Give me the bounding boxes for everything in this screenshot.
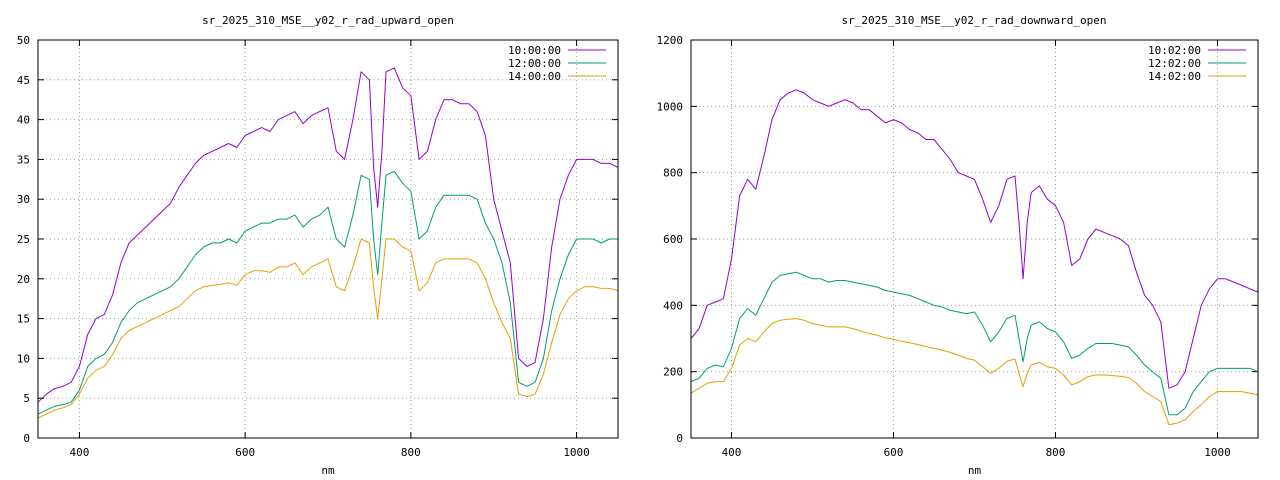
- plot-frame: [690, 39, 1259, 439]
- chart-downward: sr_2025_310_MSE__y02_r_rad_downward_open…: [657, 14, 1259, 477]
- chart-title: sr_2025_310_MSE__y02_r_rad_upward_open: [202, 14, 454, 27]
- x-tick-label: 1000: [563, 446, 590, 459]
- y-tick-label: 0: [676, 432, 683, 445]
- x-tick-label: 800: [401, 446, 421, 459]
- y-tick-label: 1200: [657, 34, 684, 47]
- y-tick-label: 20: [17, 273, 30, 286]
- legend-label: 14:02:00: [1148, 70, 1201, 83]
- x-tick-label: 400: [69, 446, 89, 459]
- x-tick-label: 600: [884, 446, 904, 459]
- legend-label: 12:02:00: [1148, 57, 1201, 70]
- series-line-1: [37, 67, 619, 403]
- x-axis-label: nm: [968, 464, 982, 477]
- legend-label: 12:00:00: [508, 57, 561, 70]
- y-tick-label: 800: [663, 167, 683, 180]
- plot-frame: [37, 39, 619, 439]
- y-tick-label: 600: [663, 233, 683, 246]
- series-line-3: [690, 318, 1259, 426]
- y-tick-label: 200: [663, 366, 683, 379]
- y-tick-label: 0: [23, 432, 30, 445]
- y-tick-label: 25: [17, 233, 30, 246]
- series-line-1: [690, 89, 1259, 389]
- x-tick-label: 400: [722, 446, 742, 459]
- x-tick-label: 600: [235, 446, 255, 459]
- series-line-2: [37, 170, 618, 415]
- y-tick-label: 10: [17, 352, 30, 365]
- x-axis-label: nm: [321, 464, 335, 477]
- y-tick-label: 45: [17, 74, 30, 87]
- y-tick-label: 50: [17, 34, 30, 47]
- x-tick-label: 800: [1046, 446, 1066, 459]
- legend-label: 10:02:00: [1148, 44, 1201, 57]
- series-line-2: [690, 271, 1259, 416]
- y-tick-label: 40: [17, 114, 30, 127]
- y-tick-label: 35: [17, 153, 30, 166]
- chart-title: sr_2025_310_MSE__y02_r_rad_downward_open: [842, 14, 1107, 27]
- chart-upward: sr_2025_310_MSE__y02_r_rad_upward_open 0 5…: [17, 14, 619, 477]
- y-tick-label: 5: [23, 392, 30, 405]
- legend-label: 10:00:00: [508, 44, 561, 57]
- y-tick-label: 400: [663, 299, 683, 312]
- x-tick-label: 1000: [1204, 446, 1231, 459]
- series-line-3: [37, 238, 619, 419]
- y-tick-label: 15: [17, 313, 30, 326]
- y-tick-label: 1000: [657, 100, 684, 113]
- legend-label: 14:00:00: [508, 70, 561, 83]
- y-tick-label: 30: [17, 193, 30, 206]
